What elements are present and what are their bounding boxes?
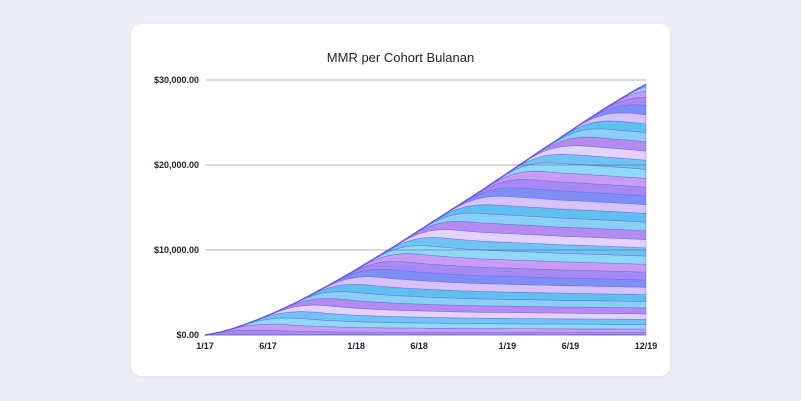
y-axis: $0.00 $10,000.00 $20,000.00 $30,000.00: [154, 75, 199, 340]
y-tick-label: $10,000.00: [154, 245, 199, 255]
y-tick-label: $20,000.00: [154, 160, 199, 170]
x-tick-label: 6/17: [259, 341, 277, 351]
x-tick-label: 12/19: [635, 341, 658, 351]
x-tick-label: 6/19: [562, 341, 580, 351]
y-tick-label: $0.00: [176, 330, 199, 340]
cohort-bands: [204, 83, 647, 336]
total-mmr-line: [204, 83, 647, 336]
x-tick-label: 6/18: [410, 341, 428, 351]
gridlines: [205, 79, 646, 336]
x-tick-label: 1/18: [347, 341, 365, 351]
chart-title: MMR per Cohort Bulanan: [326, 50, 475, 65]
x-axis: 1/17 6/17 1/18 6/18 1/19 6/19 12/19: [196, 341, 657, 351]
x-tick-label: 1/19: [499, 341, 517, 351]
y-tick-label: $30,000.00: [154, 75, 199, 85]
area-chart: $0.00 $10,000.00 $20,000.00 $30,000.00 1/17…: [154, 75, 657, 351]
x-tick-label: 1/17: [196, 341, 214, 351]
chart-card: MMR per Cohort Bulanan $0.00 $10,000.00 $2…: [131, 24, 670, 376]
